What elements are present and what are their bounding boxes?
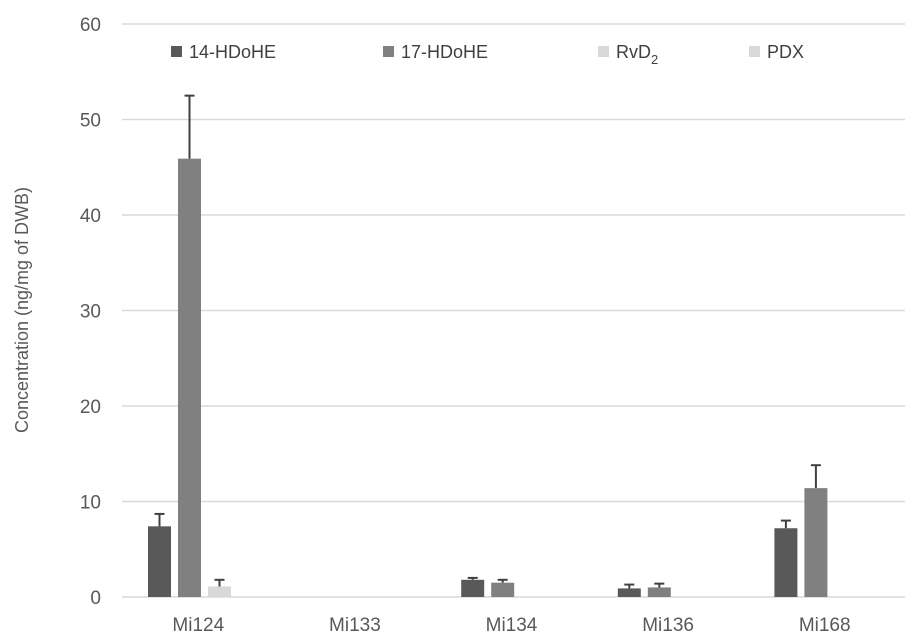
bar [647, 587, 671, 597]
y-tick-label: 60 [80, 15, 101, 36]
legend-swatch [383, 46, 394, 57]
bar [461, 579, 485, 597]
bars [148, 158, 888, 597]
x-tick-label: Mi168 [799, 615, 851, 634]
y-tick-label: 40 [80, 206, 101, 227]
gridlines [122, 23, 905, 598]
y-tick-label: 50 [80, 111, 101, 132]
x-axis-ticks: Mi124 Mi133 Mi134 Mi136 Mi168 [172, 615, 850, 634]
legend-label: PDX [767, 42, 804, 62]
y-axis-ticks: 0 10 20 30 40 50 60 [80, 15, 101, 609]
legend-swatch [171, 46, 182, 57]
y-tick-label: 10 [80, 493, 101, 514]
bar [774, 528, 798, 597]
bar [491, 582, 515, 597]
legend-swatch [598, 46, 609, 57]
y-tick-label: 20 [80, 397, 101, 418]
legend-label: RvD2 [616, 42, 658, 67]
x-tick-label: Mi124 [172, 615, 224, 634]
y-axis-label: Concentration (ng/mg of DWB) [12, 187, 32, 433]
x-tick-label: Mi134 [486, 615, 538, 634]
y-tick-label: 30 [80, 302, 101, 323]
legend-label: 17-HDoHE [401, 42, 488, 62]
legend-label: 14-HDoHE [189, 42, 276, 62]
legend-swatch [749, 46, 760, 57]
x-tick-label: Mi133 [329, 615, 381, 634]
bar [208, 586, 231, 597]
y-tick-label: 0 [90, 588, 101, 609]
error-bars [154, 94, 821, 589]
legend: 14-HDoHE 17-HDoHE RvD2 PDX [171, 42, 804, 67]
bar [178, 158, 201, 597]
x-tick-label: Mi136 [642, 615, 694, 634]
bar [148, 526, 171, 597]
bar [804, 488, 828, 597]
bar [617, 588, 641, 597]
